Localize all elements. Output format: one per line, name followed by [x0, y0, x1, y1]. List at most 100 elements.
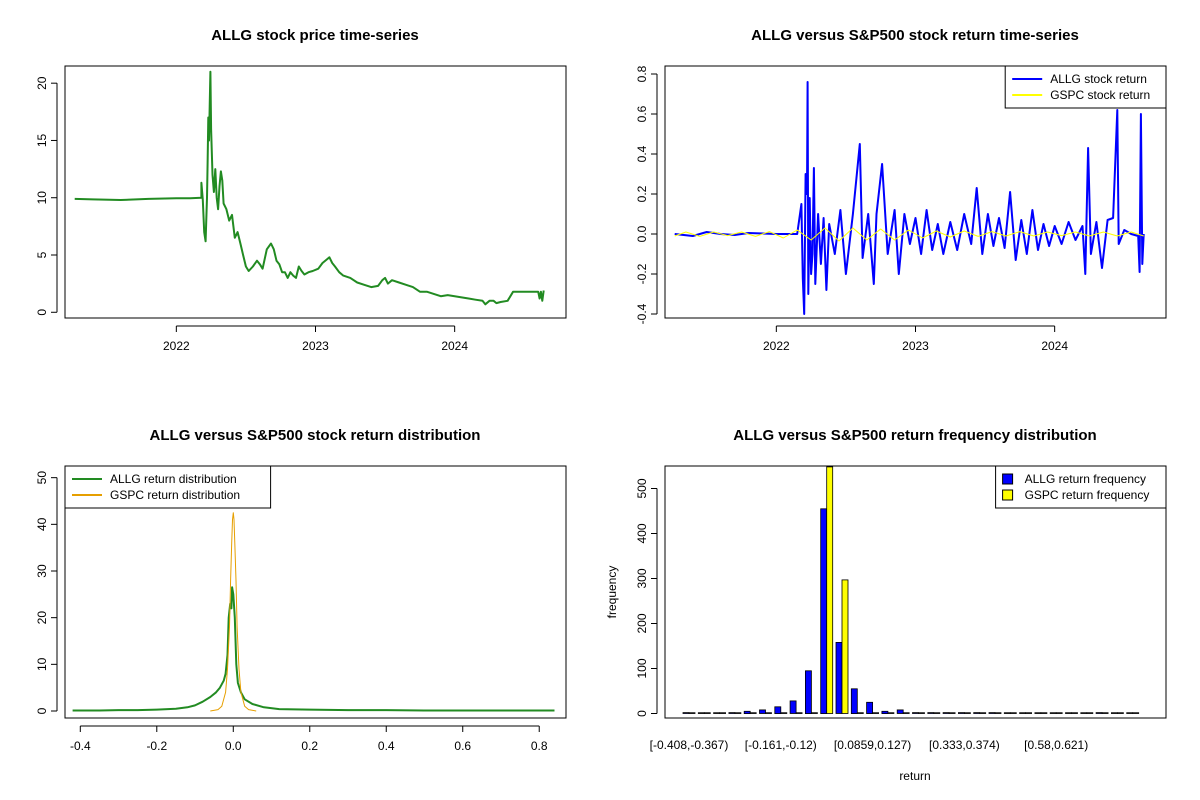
bar: [1071, 712, 1078, 714]
legend-box: [1004, 65, 1167, 109]
y-tick-label: 40: [35, 517, 49, 531]
plot-area: 0 10 20 30 40 50 -0.4 -0.2 0.0 0.2 0.4 0.6 0.8 ALLG r…: [35, 465, 567, 753]
x-tick-label: 0.4: [378, 739, 395, 753]
bar: [1126, 712, 1134, 714]
x-tick-label: 0.8: [531, 739, 548, 753]
bar: [918, 712, 925, 714]
legend-box: [64, 465, 272, 509]
y-tick-label: 20: [35, 611, 49, 625]
plot-frame: [64, 65, 567, 319]
legend-swatch: [1002, 473, 1014, 485]
panel-histogram-chart: ALLG versus S&P500 return frequency dist…: [605, 427, 1167, 783]
y-tick-label: 0.4: [635, 145, 649, 162]
x-axis-label: return: [899, 769, 930, 783]
y-tick-label: 200: [635, 613, 649, 633]
legend-label: ALLG stock return: [1050, 72, 1147, 86]
bar: [841, 579, 849, 714]
plot-area: 0 5 10 15 20 2022 2023 2024: [35, 65, 567, 353]
bar: [1019, 712, 1026, 714]
legend-label: GSPC stock return: [1050, 88, 1150, 102]
y-tick-label: 30: [35, 564, 49, 578]
bar: [703, 712, 711, 714]
bar: [835, 642, 843, 714]
y-axis: 0 100 200 300 400 500: [635, 478, 658, 717]
series-line: [72, 586, 555, 712]
plot-area: 0 100 200 300 400 500 [-0.408,-0.367) [-0.161,-…: [635, 465, 1167, 752]
panel-returns-chart: ALLG versus S&P500 stock return time-ser…: [635, 27, 1167, 353]
bar: [933, 712, 941, 714]
chart-title: ALLG versus S&P500 stock return time-ser…: [751, 27, 1079, 44]
bar: [682, 712, 690, 714]
y-tick-label: 20: [35, 76, 49, 90]
chart-title: ALLG stock price time-series: [211, 27, 419, 44]
bar: [896, 709, 904, 714]
y-tick-label: -0.2: [635, 263, 649, 284]
bar: [1040, 712, 1048, 714]
y-tick-label: 5: [35, 251, 49, 258]
panel-density-chart: ALLG versus S&P500 stock return distribu…: [35, 427, 567, 753]
legend-label: GSPC return distribution: [110, 488, 240, 502]
bar: [872, 712, 879, 714]
bar: [1003, 712, 1011, 714]
x-tick-label: [-0.161,-0.12): [745, 738, 817, 752]
y-tick-label: 100: [635, 658, 649, 678]
y-tick-label: 0.2: [635, 185, 649, 202]
bar: [994, 712, 1002, 714]
bar: [856, 712, 864, 714]
y-tick-label: 15: [35, 133, 49, 147]
bar: [1034, 712, 1042, 714]
y-tick-label: 400: [635, 523, 649, 543]
y-tick-label: 0.6: [635, 105, 649, 122]
series-line: [210, 512, 257, 712]
bar: [927, 712, 935, 714]
bar: [805, 670, 812, 714]
bar: [1132, 712, 1140, 714]
y-tick-label: 0.0: [635, 225, 649, 242]
plot-frame: [64, 465, 567, 719]
legend-box: [995, 465, 1167, 509]
legend-label: ALLG return distribution: [110, 472, 237, 486]
panel-price-chart: ALLG stock price time-series 0 5 10 15 20 202…: [35, 27, 567, 353]
x-tick-label: 2023: [902, 339, 929, 353]
bar: [942, 712, 950, 714]
x-tick-label: 0.0: [225, 739, 242, 753]
x-axis: 2022 2023 2024: [163, 325, 468, 353]
y-tick-label: 50: [35, 471, 49, 485]
bar: [795, 712, 803, 714]
x-axis: -0.4 -0.2 0.0 0.2 0.4 0.6 0.8: [70, 725, 548, 753]
y-tick-label: 10: [35, 657, 49, 671]
bar: [697, 712, 705, 714]
series-line: [674, 81, 1145, 315]
bar: [973, 712, 981, 714]
bar: [765, 712, 772, 714]
x-tick-label: 2022: [163, 339, 190, 353]
bar: [1025, 712, 1032, 714]
bar: [902, 712, 910, 714]
plot-area: -0.4 -0.2 0.0 0.2 0.4 0.6 0.8 2022 2023 2024 ALLG …: [635, 65, 1167, 353]
y-tick-label: 500: [635, 478, 649, 498]
y-tick-label: -0.4: [635, 303, 649, 324]
y-axis: -0.4 -0.2 0.0 0.2 0.4 0.6 0.8: [635, 65, 658, 324]
y-tick-label: 10: [35, 191, 49, 205]
legend: ALLG return distribution GSPC return dist…: [64, 465, 272, 509]
bar: [774, 706, 782, 714]
x-tick-label: [0.333,0.374): [929, 738, 1000, 752]
x-tick-label: 2022: [763, 339, 790, 353]
bar: [979, 712, 987, 714]
x-tick-label: [-0.408,-0.367): [650, 738, 729, 752]
x-axis: [-0.408,-0.367) [-0.161,-0.12) [0.0859,0.1…: [650, 738, 1089, 752]
bar: [1095, 712, 1103, 714]
x-tick-label: 2024: [1041, 339, 1068, 353]
x-tick-label: [0.0859,0.127): [834, 738, 911, 752]
bar: [728, 712, 736, 714]
y-tick-label: 0: [35, 707, 49, 714]
bar: [688, 712, 696, 714]
bar: [866, 701, 873, 714]
x-tick-label: 0.2: [301, 739, 318, 753]
bar: [780, 712, 788, 714]
legend: ALLG return frequency GSPC return frequen…: [995, 465, 1167, 509]
plot-frame: [664, 65, 1167, 319]
legend-label: GSPC return frequency: [1025, 488, 1150, 502]
bar: [912, 712, 919, 714]
bar: [1117, 712, 1124, 714]
